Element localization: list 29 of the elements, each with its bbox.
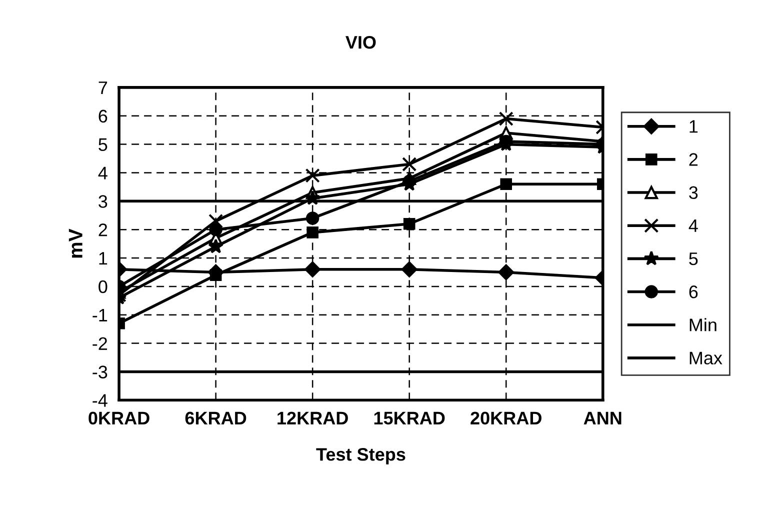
- y-tick-label: 0: [98, 280, 108, 294]
- y-tick-label: -2: [92, 337, 108, 350]
- y-tick-label: -1: [92, 308, 108, 322]
- legend-label: 5: [689, 252, 698, 266]
- y-tick-label: 7: [98, 82, 108, 94]
- y-tick-label: 6: [98, 110, 108, 123]
- y-tick-label: -4: [92, 394, 108, 407]
- legend-label: 1: [690, 120, 698, 133]
- legend-label: Min: [690, 318, 716, 332]
- x-tick-label: 20KRAD: [470, 412, 542, 425]
- y-axis-title: mV: [68, 228, 82, 258]
- chart-title: VIO: [346, 36, 376, 49]
- y-tick-label: -3: [92, 366, 108, 378]
- x-axis-title: Test Steps: [316, 448, 406, 464]
- y-tick-label: 2: [98, 224, 108, 236]
- x-tick-label: 0KRAD: [88, 412, 150, 425]
- legend-label: 2: [689, 153, 698, 166]
- y-tick-label: 3: [98, 195, 108, 208]
- x-tick-label: 15KRAD: [374, 412, 445, 425]
- x-tick-label: ANN: [584, 412, 622, 424]
- x-tick-label: 6KRAD: [185, 412, 246, 425]
- y-tick-label: 5: [98, 138, 108, 152]
- y-tick-label: 1: [99, 252, 108, 265]
- legend-label: 3: [689, 186, 698, 200]
- x-tick-label: 12KRAD: [278, 412, 348, 424]
- legend-label: 6: [689, 285, 698, 298]
- y-tick-label: 4: [98, 166, 108, 180]
- legend-label: 4: [688, 220, 698, 232]
- legend-label: Max: [690, 352, 722, 364]
